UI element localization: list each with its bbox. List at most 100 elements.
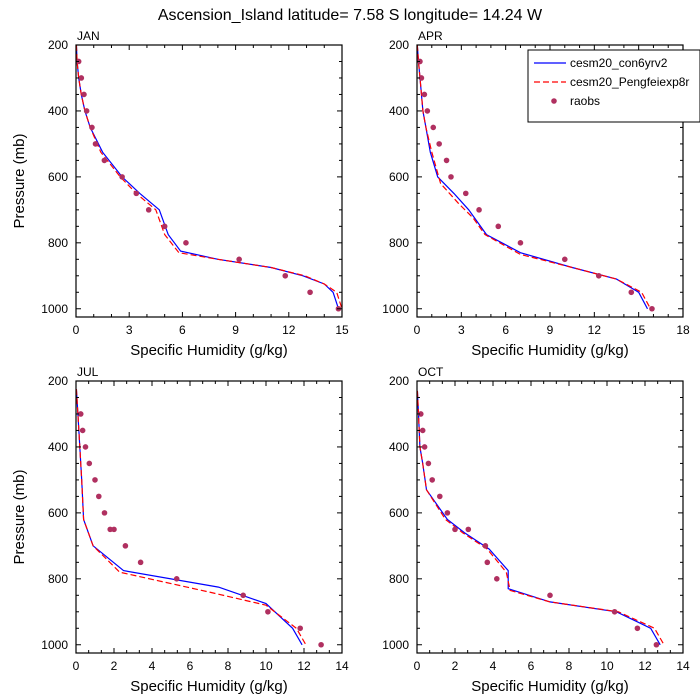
raobs-point	[425, 460, 432, 467]
x-axis-title: Specific Humidity (g/kg)	[130, 678, 288, 695]
x-tick-label: 9	[547, 323, 554, 337]
y-tick-label: 400	[389, 104, 409, 118]
raobs-point	[77, 411, 84, 417]
raobs-point	[452, 526, 458, 533]
raobs-point	[653, 641, 660, 648]
raobs-point	[517, 240, 524, 246]
y-axis-title: Pressure (mb)	[11, 469, 28, 564]
legend-entry-label: cesm20_con6yrv2	[570, 56, 668, 70]
x-tick-label: 6	[187, 659, 194, 673]
raobs-point	[649, 305, 655, 312]
x-tick-label: 10	[259, 659, 273, 673]
raobs-point	[183, 240, 189, 246]
raobs-point	[465, 526, 472, 533]
x-tick-label: 2	[111, 659, 118, 673]
raobs-point	[595, 272, 602, 279]
raobs-point	[297, 625, 304, 632]
x-axis-title: Specific Humidity (g/kg)	[130, 342, 288, 359]
raobs-point	[282, 272, 289, 279]
x-tick-label: 6	[502, 323, 509, 337]
x-tick-label: 6	[179, 323, 186, 337]
y-tick-label: 200	[389, 38, 409, 52]
y-tick-label: 1000	[41, 302, 68, 316]
y-tick-label: 800	[48, 572, 68, 586]
y-tick-label: 1000	[41, 638, 68, 652]
x-tick-label: 14	[676, 659, 690, 673]
series-line-cesm20_Pengfeiexp8r	[76, 389, 307, 646]
legend-marker	[551, 98, 557, 104]
y-tick-label: 1000	[382, 638, 409, 652]
y-tick-label: 400	[48, 440, 68, 454]
raobs-point	[81, 91, 87, 98]
x-tick-label: 4	[490, 659, 497, 673]
raobs-point	[96, 493, 102, 500]
raobs-point	[494, 576, 500, 582]
y-tick-label: 600	[48, 170, 68, 184]
x-tick-label: 15	[632, 323, 646, 337]
raobs-point	[307, 289, 313, 296]
raobs-point	[101, 157, 108, 164]
raobs-point	[119, 174, 125, 180]
x-tick-label: 8	[566, 659, 573, 673]
raobs-point	[265, 608, 271, 615]
x-tick-label: 8	[225, 659, 232, 673]
y-tick-label: 600	[389, 170, 409, 184]
panel-label: APR	[418, 29, 443, 43]
x-tick-label: 0	[414, 323, 421, 337]
raobs-point	[611, 608, 618, 615]
x-axis-title: Specific Humidity (g/kg)	[471, 342, 629, 359]
x-tick-label: 0	[414, 659, 421, 673]
raobs-point	[421, 91, 428, 98]
raobs-point	[82, 444, 89, 450]
raobs-point	[561, 256, 568, 263]
raobs-point	[133, 190, 140, 197]
raobs-point	[462, 190, 469, 197]
raobs-point	[173, 576, 180, 582]
x-tick-label: 10	[600, 659, 614, 673]
y-tick-label: 400	[48, 104, 68, 118]
x-tick-label: 12	[282, 323, 296, 337]
raobs-point	[429, 477, 436, 483]
raobs-point	[418, 411, 424, 417]
raobs-point	[78, 75, 85, 81]
x-tick-label: 3	[458, 323, 465, 337]
raobs-point	[436, 141, 442, 147]
raobs-point	[634, 625, 641, 632]
raobs-point	[240, 592, 246, 599]
y-tick-label: 200	[48, 38, 68, 52]
raobs-point	[418, 75, 425, 81]
panel-jul: 0 2 4 6 8 10 12 14 200 400 600 800 1000 JUL Specific H…	[11, 365, 349, 695]
raobs-point	[92, 141, 99, 147]
plot-frame	[75, 44, 343, 318]
chart-title: Ascension_Island latitude= 7.58 S longit…	[158, 7, 543, 24]
raobs-point	[437, 493, 443, 500]
panel-label: JAN	[77, 29, 100, 43]
x-tick-label: 18	[676, 323, 690, 337]
raobs-point	[430, 124, 437, 131]
series-line-cesm20_Pengfeiexp8r	[76, 45, 342, 309]
panel-label: JUL	[77, 365, 99, 379]
raobs-point	[318, 641, 324, 648]
x-tick-label: 2	[452, 659, 459, 673]
series-line-cesm20_con6yrv2	[76, 45, 340, 309]
y-tick-label: 800	[48, 236, 68, 250]
raobs-point	[236, 256, 242, 263]
raobs-point	[419, 427, 426, 434]
raobs-point	[83, 108, 90, 114]
x-tick-label: 3	[126, 323, 133, 337]
series-line-cesm20_Pengfeiexp8r	[417, 45, 652, 310]
raobs-point	[421, 444, 428, 450]
x-tick-label: 14	[335, 659, 349, 673]
raobs-point	[101, 510, 108, 516]
series-line-cesm20_con6yrv2	[76, 389, 303, 646]
raobs-point	[495, 223, 502, 230]
legend-entry-label: raobs	[570, 94, 600, 108]
raobs-point	[92, 477, 98, 483]
series-line-cesm20_con6yrv2	[417, 390, 661, 646]
raobs-point	[547, 592, 553, 599]
raobs-point	[484, 559, 491, 566]
raobs-point	[89, 124, 95, 131]
raobs-point	[482, 543, 489, 549]
